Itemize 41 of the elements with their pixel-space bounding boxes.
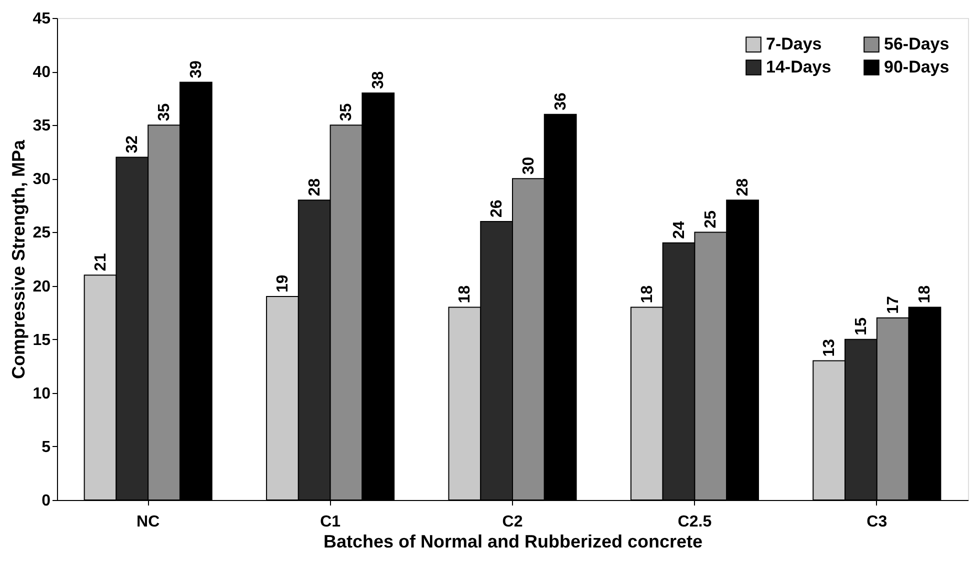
y-tick-label: 5 <box>42 438 51 456</box>
legend-label: 7-Days <box>766 34 822 54</box>
legend-label: 90-Days <box>884 58 950 76</box>
data-label: 17 <box>884 296 902 314</box>
y-tick-label: 25 <box>32 224 51 242</box>
data-label: 15 <box>852 317 870 336</box>
data-label: 26 <box>488 200 506 218</box>
y-tick-label: 45 <box>32 10 51 28</box>
y-tick-label: 20 <box>32 278 51 296</box>
y-tick-label: 10 <box>32 385 51 402</box>
data-label: 39 <box>188 60 205 78</box>
data-label: 35 <box>338 103 356 122</box>
x-tick-label: C3 <box>866 514 888 530</box>
y-tick-label: 35 <box>32 118 51 135</box>
legend-label: 56-Days <box>884 34 950 54</box>
legend-label: 14-Days <box>766 58 832 76</box>
data-label: 36 <box>552 92 570 110</box>
data-label: 25 <box>702 210 720 228</box>
x-tick-label: C2.5 <box>678 514 712 530</box>
data-label: 32 <box>124 135 142 154</box>
y-tick-label: 15 <box>32 332 51 349</box>
x-axis-title: Batches of Normal and Rubberized concrete <box>323 532 703 552</box>
y-tick-label: 0 <box>42 492 51 510</box>
data-label: 19 <box>274 274 292 292</box>
data-label: 18 <box>916 285 934 304</box>
x-tick-label: C2 <box>502 514 523 530</box>
x-tick-label: NC <box>136 514 160 530</box>
y-tick-label: 30 <box>32 171 51 188</box>
y-tick-label: 40 <box>32 64 51 82</box>
data-label: 28 <box>306 178 324 196</box>
x-tick-label: C1 <box>320 514 341 530</box>
data-label: 35 <box>156 103 174 122</box>
data-label: 24 <box>670 221 688 239</box>
y-axis-title: Compressive Strength, MPa <box>8 138 29 380</box>
data-label: 38 <box>370 71 388 89</box>
data-label: 18 <box>638 285 656 304</box>
data-label: 28 <box>734 178 752 196</box>
data-label: 30 <box>520 156 538 175</box>
data-label: 13 <box>821 338 838 357</box>
data-label: 21 <box>92 253 110 272</box>
data-label: 18 <box>456 285 474 304</box>
